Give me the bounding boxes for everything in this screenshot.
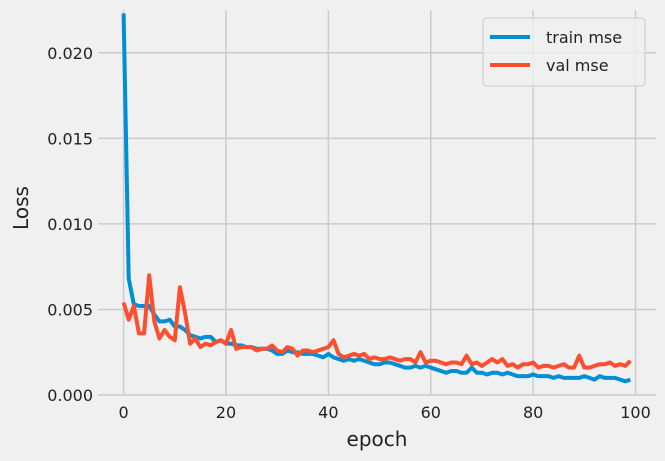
x-tick-label: 0: [119, 403, 129, 422]
y-tick-label: 0.010: [47, 215, 93, 234]
y-tick-label: 0.005: [47, 300, 93, 319]
x-tick-label: 20: [216, 403, 236, 422]
legend-label-train-mse: train mse: [546, 28, 622, 47]
legend: train mse val mse: [482, 17, 646, 87]
x-tick-label: 80: [523, 403, 543, 422]
series-line-train-mse: [121, 13, 632, 384]
y-tick-label: 0.020: [47, 44, 93, 63]
series-line-val-mse: [121, 273, 632, 370]
x-tick-label: 100: [620, 403, 651, 422]
series-layer: [121, 13, 632, 384]
y-tick-label: 0.000: [47, 386, 93, 405]
y-axis-ticks: 0.000 0.005 0.010 0.015 0.020: [47, 44, 93, 405]
y-axis-label: Loss: [9, 186, 33, 230]
x-tick-label: 40: [318, 403, 338, 422]
x-axis-label: epoch: [347, 427, 408, 451]
x-axis-ticks: 0 20 40 60 80 100: [119, 403, 651, 422]
y-tick-label: 0.015: [47, 129, 93, 148]
x-tick-label: 60: [421, 403, 441, 422]
legend-label-val-mse: val mse: [546, 56, 609, 75]
